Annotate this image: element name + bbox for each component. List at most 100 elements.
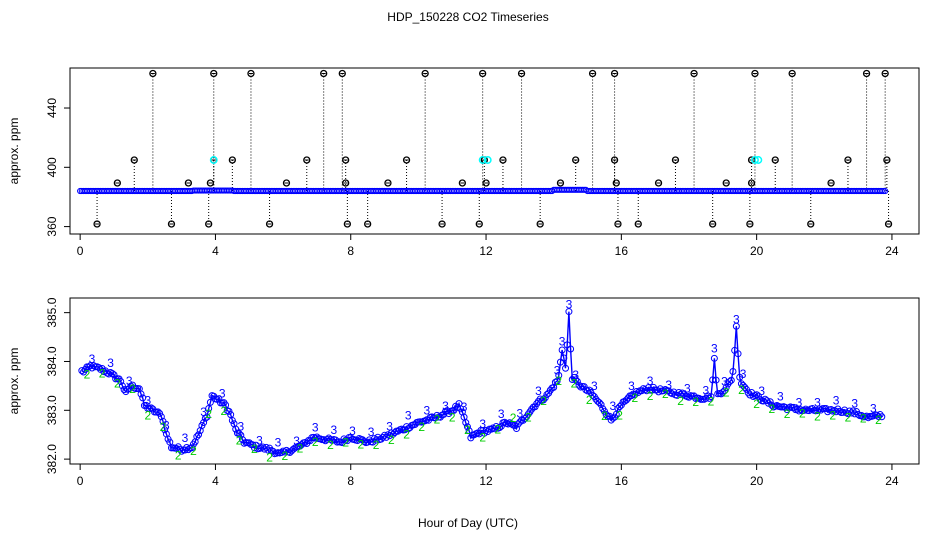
data-point xyxy=(869,412,877,420)
data-point xyxy=(817,406,825,414)
data-point xyxy=(540,396,548,404)
data-point xyxy=(847,409,855,417)
flagged-point xyxy=(483,156,492,164)
series-label-2: 2 xyxy=(769,402,776,416)
outlier-point xyxy=(343,220,352,228)
data-point xyxy=(178,447,186,455)
series-label-3: 3 xyxy=(703,383,710,397)
panel-full-range: 0 4 8 12 16 20 24 360 400 440 approx. ppm xyxy=(7,67,920,258)
data-point xyxy=(507,420,515,428)
data-point xyxy=(326,435,334,443)
data-point xyxy=(558,346,566,354)
data-point xyxy=(563,341,571,349)
data-point xyxy=(609,414,617,422)
data-point xyxy=(661,385,669,393)
outlier-point xyxy=(402,156,411,164)
series-label-2: 2 xyxy=(540,394,547,408)
data-point xyxy=(878,187,885,195)
data-point xyxy=(878,413,886,421)
outlier-point xyxy=(282,179,291,187)
series-label-2: 2 xyxy=(662,387,669,401)
series-label-2: 2 xyxy=(236,434,243,448)
data-point xyxy=(641,386,649,394)
outlier-point xyxy=(671,156,680,164)
y-tick-label: 383.0 xyxy=(45,395,59,425)
data-point xyxy=(822,404,830,412)
series-label-3: 3 xyxy=(740,367,747,381)
data-point xyxy=(597,401,605,409)
series-label-3: 3 xyxy=(591,379,598,393)
outlier-point xyxy=(614,220,622,228)
data-point xyxy=(462,419,470,427)
data-point xyxy=(802,405,810,413)
outlier-point xyxy=(536,220,544,228)
series-label-2: 2 xyxy=(845,410,852,424)
outlier-point xyxy=(205,220,213,228)
data-point xyxy=(369,438,377,446)
data-point xyxy=(874,413,882,421)
series-label-3: 3 xyxy=(554,364,561,378)
series-label-3: 3 xyxy=(163,418,170,432)
data-point xyxy=(85,363,93,371)
data-point xyxy=(595,399,603,407)
data-point xyxy=(311,434,319,442)
data-point xyxy=(880,187,887,195)
outlier-point xyxy=(746,220,754,228)
outlier-point xyxy=(747,179,756,187)
data-point xyxy=(600,407,608,415)
data-point xyxy=(139,394,147,402)
y-tick-label: 360 xyxy=(45,216,59,236)
data-point xyxy=(622,396,630,404)
series-label-3: 3 xyxy=(851,396,858,410)
data-point xyxy=(381,431,389,439)
outlier-point xyxy=(572,156,580,164)
series-label-3: 3 xyxy=(237,419,244,433)
x-tick-label: 4 xyxy=(212,474,219,488)
series-label-2: 2 xyxy=(434,412,441,426)
outlier-point xyxy=(479,69,487,78)
outlier-point xyxy=(517,69,526,78)
data-point xyxy=(320,436,328,444)
outlier-point xyxy=(167,220,176,228)
series-label-3: 3 xyxy=(498,407,505,421)
data-point xyxy=(562,364,570,372)
data-point xyxy=(736,373,744,381)
data-point xyxy=(183,443,191,451)
x-tick-label: 16 xyxy=(615,244,629,258)
data-point xyxy=(105,370,113,378)
y-tick-label: 382.0 xyxy=(45,444,59,474)
outlier-point xyxy=(709,220,717,228)
outlier-point xyxy=(184,179,193,187)
y-tick-label: 384.0 xyxy=(45,346,59,376)
data-point xyxy=(237,431,245,439)
outlier-point xyxy=(320,69,328,78)
outlier-point xyxy=(556,179,565,187)
data-point xyxy=(857,411,865,419)
y-axis-label: approx. ppm xyxy=(7,348,21,415)
data-point xyxy=(78,367,86,375)
flagged-point xyxy=(209,156,218,164)
data-point xyxy=(742,385,750,393)
outlier-point xyxy=(475,220,483,228)
data-point xyxy=(206,398,214,406)
series-label-2: 2 xyxy=(571,377,578,391)
outlier-point xyxy=(438,220,446,228)
data-point xyxy=(188,444,196,452)
data-point xyxy=(394,427,402,435)
series-label-3: 3 xyxy=(610,399,617,413)
outlier-point xyxy=(421,69,429,78)
data-point xyxy=(512,425,520,433)
series-label-3: 3 xyxy=(711,342,718,356)
outlier-point xyxy=(827,179,835,187)
data-point xyxy=(722,384,730,392)
series-label-3: 3 xyxy=(517,406,524,420)
data-point xyxy=(634,389,642,397)
outlier-point xyxy=(206,179,215,187)
series-label-2: 2 xyxy=(510,411,517,425)
data-point xyxy=(830,406,838,414)
data-point xyxy=(421,417,429,425)
data-point xyxy=(157,413,165,421)
series-label-3: 3 xyxy=(219,386,226,400)
series-label-2: 2 xyxy=(114,377,121,391)
outlier-point xyxy=(265,220,274,228)
